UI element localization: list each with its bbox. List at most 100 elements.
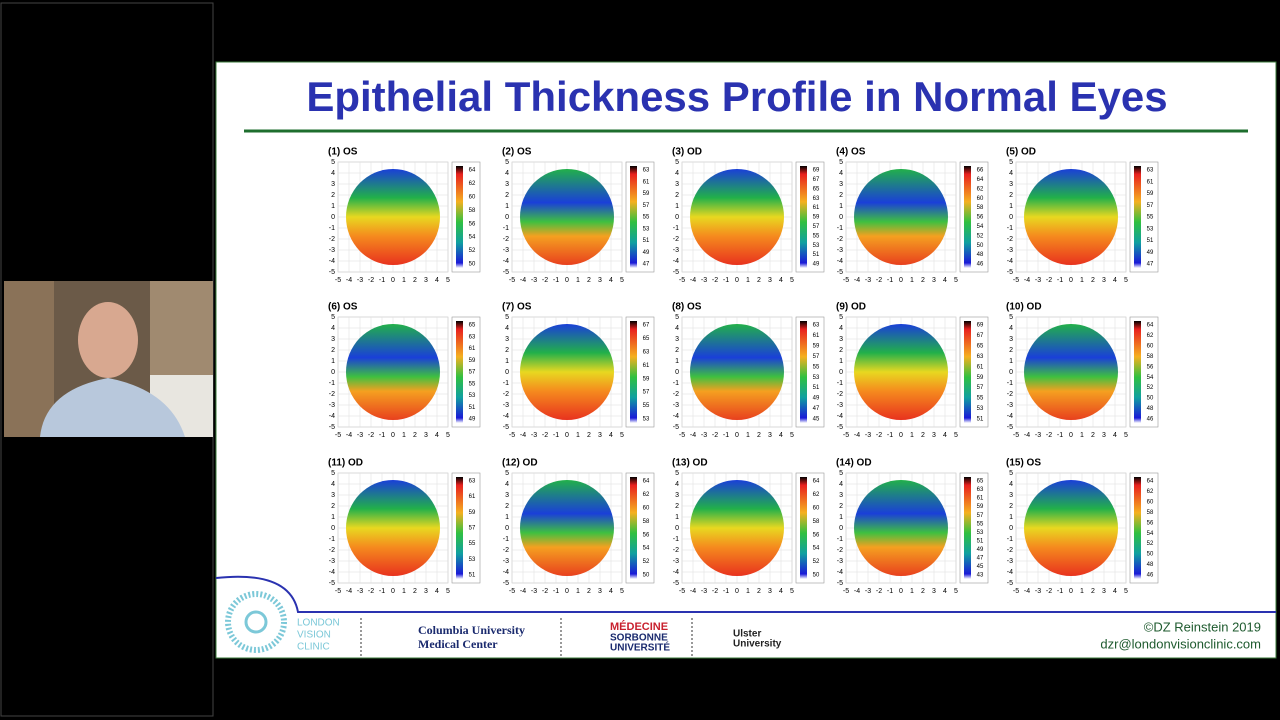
colorbar-label: 47 [813, 406, 820, 412]
colorbar-label: 57 [977, 513, 984, 519]
x-tick-label: 2 [413, 588, 417, 595]
y-tick-label: 4 [839, 325, 843, 332]
x-tick-label: -3 [865, 277, 871, 284]
y-tick-label: -2 [329, 236, 335, 243]
y-tick-label: -3 [837, 247, 843, 254]
x-tick-label: 1 [402, 588, 406, 595]
x-tick-label: 3 [932, 277, 936, 284]
map-label: (9) OD [836, 302, 866, 313]
colorbar-label: 46 [1147, 573, 1154, 579]
x-tick-label: 3 [424, 277, 428, 284]
thickness-map [854, 169, 948, 265]
x-tick-label: -3 [357, 277, 363, 284]
colorbar-label: 64 [643, 479, 650, 485]
x-tick-label: 4 [1113, 277, 1117, 284]
ulster-text: University [733, 639, 782, 650]
colorbar-label: 55 [469, 381, 476, 387]
colorbar-label: 64 [1147, 479, 1154, 485]
x-tick-label: 1 [1080, 588, 1084, 595]
y-tick-label: 2 [675, 347, 679, 354]
colorbar-label: 48 [977, 252, 984, 258]
y-tick-label: -5 [837, 580, 843, 587]
x-tick-label: 2 [757, 432, 761, 439]
x-tick-label: 5 [790, 588, 794, 595]
y-tick-label: -3 [503, 247, 509, 254]
y-tick-label: -5 [329, 424, 335, 431]
y-tick-label: 4 [1009, 481, 1013, 488]
x-tick-label: -3 [701, 588, 707, 595]
x-tick-label: 2 [921, 432, 925, 439]
colorbar-label: 50 [813, 573, 820, 579]
sorbonne-text: SORBONNE [610, 633, 668, 644]
y-tick-label: 2 [675, 503, 679, 510]
y-tick-label: 4 [675, 481, 679, 488]
colorbar-label: 56 [977, 215, 984, 221]
x-tick-label: -5 [679, 277, 685, 284]
x-tick-label: 2 [1091, 432, 1095, 439]
x-tick-label: 4 [943, 588, 947, 595]
y-tick-label: 5 [675, 470, 679, 477]
colorbar-label: 53 [813, 243, 820, 249]
x-tick-label: -4 [346, 277, 352, 284]
colorbar-label: 52 [1147, 541, 1154, 547]
y-tick-label: 1 [505, 514, 509, 521]
y-tick-label: 1 [1009, 203, 1013, 210]
y-tick-label: -1 [1007, 380, 1013, 387]
colorbar-label: 61 [643, 179, 650, 185]
colorbar-label: 61 [469, 494, 476, 500]
x-tick-label: -2 [368, 588, 374, 595]
colorbar [456, 321, 463, 423]
colorbar-label: 55 [643, 215, 650, 221]
x-tick-label: 0 [565, 277, 569, 284]
x-tick-label: 5 [446, 432, 450, 439]
colorbar-label: 60 [1147, 343, 1154, 349]
colorbar-label: 54 [1147, 531, 1154, 537]
y-tick-label: 4 [1009, 325, 1013, 332]
x-tick-label: -2 [1046, 277, 1052, 284]
colorbar-label: 56 [813, 532, 820, 538]
colorbar-label: 61 [1147, 179, 1154, 185]
x-tick-label: 5 [954, 277, 958, 284]
y-tick-label: -1 [503, 380, 509, 387]
y-tick-label: 3 [331, 492, 335, 499]
colorbar-label: 65 [469, 323, 476, 329]
colorbar-label: 64 [1147, 323, 1154, 329]
y-tick-label: -2 [673, 547, 679, 554]
x-tick-label: 2 [413, 277, 417, 284]
y-tick-label: 1 [505, 203, 509, 210]
x-tick-label: 4 [1113, 432, 1117, 439]
colorbar-label: 56 [1147, 520, 1154, 526]
colorbar-label: 64 [469, 168, 476, 174]
x-tick-label: -3 [1035, 588, 1041, 595]
y-tick-label: 3 [675, 492, 679, 499]
y-tick-label: -1 [329, 380, 335, 387]
x-tick-label: -2 [1046, 588, 1052, 595]
y-tick-label: 2 [1009, 503, 1013, 510]
colorbar-label: 56 [1147, 364, 1154, 370]
x-tick-label: -4 [1024, 432, 1030, 439]
y-tick-label: 0 [675, 525, 679, 532]
y-tick-label: -4 [329, 569, 335, 576]
colorbar-label: 61 [813, 205, 820, 211]
y-tick-label: 4 [331, 325, 335, 332]
colorbar-label: 52 [1147, 385, 1154, 391]
x-tick-label: 5 [1124, 432, 1128, 439]
thickness-map [520, 480, 614, 576]
x-tick-label: 3 [1102, 277, 1106, 284]
colorbar-label: 57 [643, 203, 650, 209]
colorbar-label: 62 [469, 181, 476, 187]
y-tick-label: -4 [329, 413, 335, 420]
thickness-map [854, 324, 948, 420]
email: dzr@londonvisionclinic.com [1100, 636, 1261, 651]
colorbar-label: 65 [643, 336, 650, 342]
y-tick-label: -5 [1007, 424, 1013, 431]
x-tick-label: 3 [768, 432, 772, 439]
x-tick-label: 1 [746, 432, 750, 439]
x-tick-label: -3 [1035, 277, 1041, 284]
colorbar-label: 63 [469, 479, 476, 485]
colorbar-label: 66 [977, 168, 984, 174]
y-tick-label: 3 [839, 492, 843, 499]
x-tick-label: 4 [609, 588, 613, 595]
x-tick-label: -2 [876, 588, 882, 595]
ulster-text: Ulster [733, 629, 761, 640]
